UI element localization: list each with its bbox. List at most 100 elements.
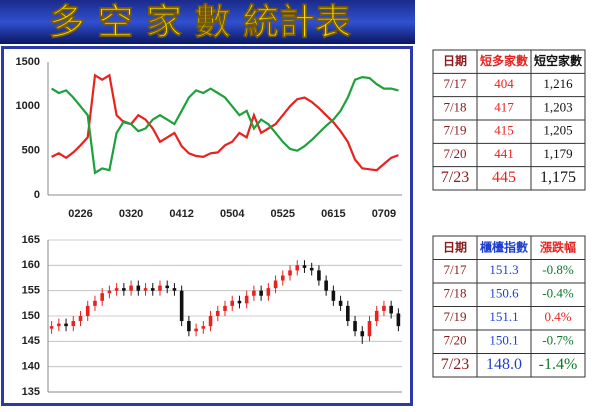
table-cell: 7/17 xyxy=(443,76,467,91)
table-cell: 7/23 xyxy=(441,169,469,186)
table-header: 日期 xyxy=(443,53,467,68)
candle-body xyxy=(165,285,170,289)
candle-body xyxy=(237,300,242,304)
candle-body xyxy=(353,321,357,332)
candle-body xyxy=(201,326,206,329)
y-tick-label: 150 xyxy=(22,310,40,322)
candle-body xyxy=(346,305,350,322)
candle-body xyxy=(288,270,292,276)
candle-body xyxy=(309,267,314,271)
candle-body xyxy=(49,326,54,329)
chart-panel xyxy=(1,46,413,406)
table-cell: 150.6 xyxy=(489,286,519,301)
candle-body xyxy=(273,280,278,289)
table-cell: 7/18 xyxy=(443,99,466,114)
x-tick-label: 0525 xyxy=(271,208,295,220)
table-cell: -0.8% xyxy=(542,262,574,277)
candle-body xyxy=(302,265,307,268)
y-tick-label: 155 xyxy=(22,285,40,297)
table-cell: 7/20 xyxy=(443,146,466,161)
candle-body xyxy=(100,293,104,301)
page-title: 多 空 家 數 統計表 xyxy=(49,2,351,43)
table-cell: 151.3 xyxy=(489,262,518,277)
table-cell: 1,216 xyxy=(543,76,573,91)
candle-body xyxy=(158,285,162,291)
x-tick-label: 0504 xyxy=(220,208,245,220)
candle-body xyxy=(64,323,68,327)
series-line xyxy=(51,73,399,172)
table-cell: 0.4% xyxy=(544,309,571,324)
candle-body xyxy=(259,290,263,296)
table-cell: 7/23 xyxy=(441,356,469,373)
candle-body xyxy=(143,288,148,291)
series-line xyxy=(51,75,399,175)
y-tick-label: 140 xyxy=(22,361,40,373)
candle-body xyxy=(114,288,119,291)
candle-body xyxy=(107,290,112,294)
table-cell: 1,205 xyxy=(543,123,572,138)
candle-body xyxy=(396,313,401,327)
candle-body xyxy=(367,321,372,337)
table-cell: 151.1 xyxy=(489,309,518,324)
candle-body xyxy=(360,331,365,337)
table-header: 短空家數 xyxy=(534,53,582,68)
candle-body xyxy=(172,288,177,291)
table-cell: -1.4% xyxy=(539,356,578,373)
candle-body xyxy=(331,290,336,301)
x-tick-label: 0709 xyxy=(372,208,396,220)
y-tick-label: 145 xyxy=(22,335,40,347)
y-tick-label: 0 xyxy=(34,189,40,201)
table-cell: 7/19 xyxy=(443,123,466,138)
candle-body xyxy=(266,288,271,296)
candle-body xyxy=(78,316,83,322)
table-cell: 148.0 xyxy=(486,356,522,373)
candle-body xyxy=(389,305,393,314)
table-cell: 1,179 xyxy=(543,146,572,161)
y-tick-label: 1000 xyxy=(16,100,40,112)
table-cell: 441 xyxy=(494,146,514,161)
candle-body xyxy=(179,290,184,322)
candle-body xyxy=(382,305,386,311)
candle-body xyxy=(223,305,227,311)
x-tick-label: 0412 xyxy=(169,208,193,220)
candle-body xyxy=(295,265,300,271)
table-header: 櫃檯指數 xyxy=(480,239,528,254)
table-cell: 1,175 xyxy=(540,169,576,186)
candle-body xyxy=(338,300,343,306)
candle-body xyxy=(244,295,249,304)
y-tick-label: 165 xyxy=(22,234,40,246)
y-tick-label: 135 xyxy=(22,386,40,398)
y-tick-label: 1500 xyxy=(16,56,40,68)
candle-body xyxy=(93,300,97,306)
candle-body xyxy=(280,275,285,281)
candle-body xyxy=(252,290,256,296)
table-cell: 1,203 xyxy=(543,99,572,114)
table-header: 短多家數 xyxy=(480,53,528,68)
candle-body xyxy=(57,323,61,327)
table-cell: 7/20 xyxy=(443,333,466,348)
table-cell: -0.4% xyxy=(542,286,574,301)
table-cell: 415 xyxy=(494,123,514,138)
table-header: 漲跌幅 xyxy=(540,239,576,254)
table-cell: 7/19 xyxy=(443,309,466,324)
table-cell: 445 xyxy=(492,169,516,186)
candle-body xyxy=(187,321,191,332)
candle-body xyxy=(122,288,126,291)
candle-body xyxy=(208,316,213,327)
candle-body xyxy=(150,288,155,291)
candle-body xyxy=(317,270,321,281)
table-cell: 7/17 xyxy=(443,262,467,277)
candle-body xyxy=(215,310,220,316)
x-tick-label: 0615 xyxy=(321,208,345,220)
y-tick-label: 500 xyxy=(22,145,40,157)
table-cell: 150.1 xyxy=(489,333,518,348)
candle-body xyxy=(85,305,90,316)
x-tick-label: 0320 xyxy=(119,208,143,220)
y-tick-label: 160 xyxy=(22,259,40,271)
candle-body xyxy=(136,285,141,291)
candle-body xyxy=(374,310,379,322)
table-header: 日期 xyxy=(443,239,467,254)
table-cell: 417 xyxy=(494,99,514,114)
table-cell: 7/18 xyxy=(443,286,466,301)
